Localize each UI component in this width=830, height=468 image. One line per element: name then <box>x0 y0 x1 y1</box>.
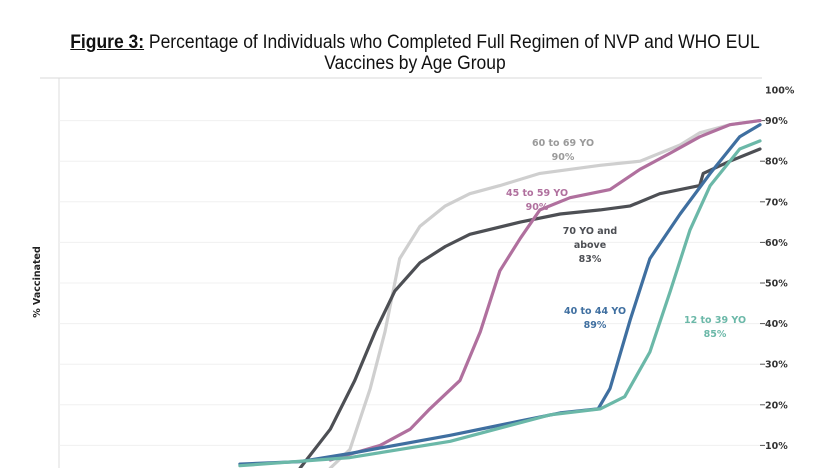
chart-title-line1: Figure 3: Percentage of Individuals who … <box>33 32 797 53</box>
label-12-39-value: 85% <box>704 329 727 340</box>
series-line-40-to-44-yo <box>238 123 762 466</box>
series-line-60-to-69-yo <box>328 118 762 468</box>
label-60-69-value: 90% <box>552 152 575 163</box>
series-line-45-to-59-yo <box>328 118 762 462</box>
y-tick-label: 100% <box>765 86 795 97</box>
series-line-70-yo-and-above <box>298 147 762 468</box>
y-tick-label: 50% <box>765 279 788 290</box>
y-tick-label: 70% <box>765 197 788 208</box>
chart-title-line2: Vaccines by Age Group <box>324 53 506 74</box>
label-70-above-value: 83% <box>579 254 602 265</box>
label-45-59-value: 90% <box>526 202 549 213</box>
chart-title-text: Percentage of Individuals who Completed … <box>144 32 760 53</box>
label-40-44: 40 to 44 YO <box>564 306 626 317</box>
figure-label: Figure 3: <box>70 32 145 53</box>
y-tick-label: 60% <box>765 238 788 249</box>
y-axis-label: % Vaccinated <box>32 246 43 318</box>
y-tick-label: 90% <box>765 116 788 127</box>
label-70-above-line1: 70 YO and <box>563 226 617 237</box>
label-70-above-line2: above <box>574 240 606 251</box>
series-line-12-to-39-yo <box>238 139 762 468</box>
y-tick-label: 20% <box>765 400 788 411</box>
y-tick-label: 40% <box>765 319 788 330</box>
y-tick-label: 80% <box>765 157 788 168</box>
y-tick-label: 10% <box>765 441 788 452</box>
label-60-69: 60 to 69 YO <box>532 138 594 149</box>
label-45-59: 45 to 59 YO <box>506 188 568 199</box>
y-tick-label: 30% <box>765 360 788 371</box>
label-12-39: 12 to 39 YO <box>684 315 746 326</box>
label-40-44-value: 89% <box>584 320 607 331</box>
